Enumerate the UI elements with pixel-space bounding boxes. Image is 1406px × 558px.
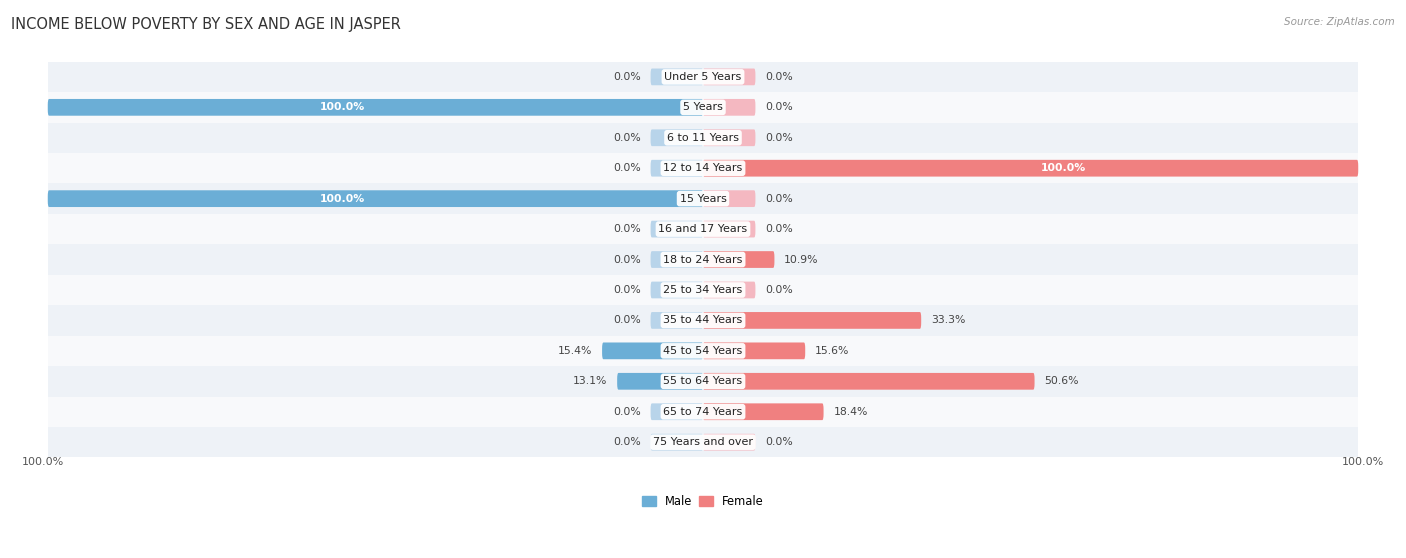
FancyBboxPatch shape [651, 434, 703, 450]
Text: 0.0%: 0.0% [613, 133, 641, 143]
FancyBboxPatch shape [651, 160, 703, 176]
Text: 15 Years: 15 Years [679, 194, 727, 204]
Bar [48, 275, 1358, 305]
Text: 0.0%: 0.0% [765, 224, 793, 234]
Text: INCOME BELOW POVERTY BY SEX AND AGE IN JASPER: INCOME BELOW POVERTY BY SEX AND AGE IN J… [11, 17, 401, 32]
Text: 0.0%: 0.0% [765, 194, 793, 204]
Text: 65 to 74 Years: 65 to 74 Years [664, 407, 742, 417]
Text: 33.3%: 33.3% [931, 315, 966, 325]
FancyBboxPatch shape [703, 160, 1358, 176]
Bar [48, 244, 1358, 275]
Text: 0.0%: 0.0% [613, 407, 641, 417]
Bar [48, 427, 1358, 458]
FancyBboxPatch shape [703, 312, 921, 329]
FancyBboxPatch shape [651, 221, 703, 238]
Text: 0.0%: 0.0% [765, 133, 793, 143]
FancyBboxPatch shape [703, 343, 806, 359]
Text: 0.0%: 0.0% [613, 163, 641, 173]
Text: 0.0%: 0.0% [613, 315, 641, 325]
Bar [48, 366, 1358, 397]
Text: 0.0%: 0.0% [765, 437, 793, 447]
Bar [48, 305, 1358, 335]
Text: Under 5 Years: Under 5 Years [665, 72, 741, 82]
Text: 100.0%: 100.0% [321, 102, 366, 112]
Text: 75 Years and over: 75 Years and over [652, 437, 754, 447]
Text: 0.0%: 0.0% [765, 72, 793, 82]
Legend: Male, Female: Male, Female [637, 490, 769, 513]
Text: 0.0%: 0.0% [765, 285, 793, 295]
FancyBboxPatch shape [703, 190, 755, 207]
Text: 0.0%: 0.0% [613, 254, 641, 264]
FancyBboxPatch shape [703, 282, 755, 299]
Text: 0.0%: 0.0% [613, 72, 641, 82]
Bar [48, 153, 1358, 184]
FancyBboxPatch shape [703, 99, 755, 116]
Text: 0.0%: 0.0% [613, 224, 641, 234]
Text: 6 to 11 Years: 6 to 11 Years [666, 133, 740, 143]
FancyBboxPatch shape [703, 373, 1035, 389]
FancyBboxPatch shape [703, 251, 775, 268]
Bar [48, 62, 1358, 92]
Text: 12 to 14 Years: 12 to 14 Years [664, 163, 742, 173]
Text: 100.0%: 100.0% [321, 194, 366, 204]
Text: 50.6%: 50.6% [1045, 376, 1078, 386]
FancyBboxPatch shape [703, 221, 755, 238]
Text: 35 to 44 Years: 35 to 44 Years [664, 315, 742, 325]
Text: 100.0%: 100.0% [1040, 163, 1085, 173]
Text: 45 to 54 Years: 45 to 54 Years [664, 346, 742, 356]
Text: 13.1%: 13.1% [574, 376, 607, 386]
Bar [48, 335, 1358, 366]
FancyBboxPatch shape [602, 343, 703, 359]
Bar [48, 214, 1358, 244]
Text: 15.4%: 15.4% [558, 346, 592, 356]
Text: Source: ZipAtlas.com: Source: ZipAtlas.com [1284, 17, 1395, 27]
Text: 15.6%: 15.6% [815, 346, 849, 356]
FancyBboxPatch shape [703, 434, 755, 450]
Bar [48, 92, 1358, 123]
FancyBboxPatch shape [703, 69, 755, 85]
Bar [48, 123, 1358, 153]
Text: 18 to 24 Years: 18 to 24 Years [664, 254, 742, 264]
FancyBboxPatch shape [651, 69, 703, 85]
Text: 10.9%: 10.9% [785, 254, 818, 264]
FancyBboxPatch shape [651, 403, 703, 420]
Bar [48, 397, 1358, 427]
Text: 100.0%: 100.0% [21, 457, 63, 467]
FancyBboxPatch shape [651, 129, 703, 146]
FancyBboxPatch shape [651, 282, 703, 299]
Text: 0.0%: 0.0% [613, 437, 641, 447]
Text: 16 and 17 Years: 16 and 17 Years [658, 224, 748, 234]
FancyBboxPatch shape [703, 129, 755, 146]
Text: 55 to 64 Years: 55 to 64 Years [664, 376, 742, 386]
FancyBboxPatch shape [48, 99, 703, 116]
FancyBboxPatch shape [703, 403, 824, 420]
Text: 18.4%: 18.4% [834, 407, 868, 417]
FancyBboxPatch shape [651, 251, 703, 268]
Bar [48, 184, 1358, 214]
Text: 25 to 34 Years: 25 to 34 Years [664, 285, 742, 295]
FancyBboxPatch shape [617, 373, 703, 389]
Text: 0.0%: 0.0% [765, 102, 793, 112]
Text: 5 Years: 5 Years [683, 102, 723, 112]
Text: 100.0%: 100.0% [1343, 457, 1385, 467]
FancyBboxPatch shape [651, 312, 703, 329]
Text: 0.0%: 0.0% [613, 285, 641, 295]
FancyBboxPatch shape [48, 190, 703, 207]
